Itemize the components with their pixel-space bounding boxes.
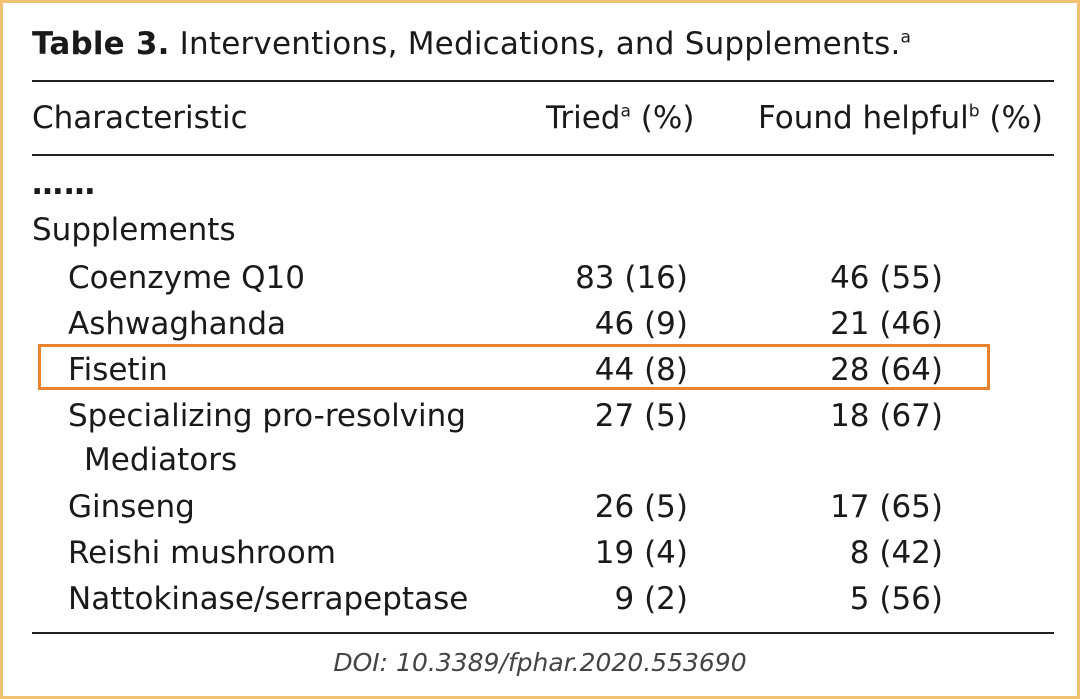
row-tried: 27 (5) [594, 398, 688, 434]
header-tried: Trieda (%) [546, 100, 695, 136]
row-tried: 26 (5) [594, 489, 688, 525]
row-tried: 19 (4) [594, 535, 688, 571]
row-helpful: 17 (65) [830, 489, 943, 525]
table-label: Table 3. [32, 26, 170, 62]
row-name: Nattokinase/serrapeptase [68, 581, 469, 617]
highlight-box-fisetin [38, 344, 990, 390]
doi-caption: DOI: 10.3389/fphar.2020.553690 [333, 648, 747, 677]
helpful-footnote-mark: b [968, 101, 980, 122]
header-characteristic: Characteristic [32, 100, 248, 136]
row-name-continuation: Mediators [84, 442, 238, 478]
row-name: Reishi mushroom [68, 535, 336, 571]
row-name: Ashwaghanda [68, 306, 286, 342]
table-title: Table 3. Interventions, Medications, and … [32, 26, 911, 62]
row-helpful: 46 (55) [830, 260, 943, 296]
row-tried: 83 (16) [575, 260, 688, 296]
title-footnote-mark: a [900, 27, 912, 48]
row-name: Coenzyme Q10 [68, 260, 305, 296]
row-helpful: 28 (64) [830, 352, 943, 388]
row-tried: 46 (9) [594, 306, 688, 342]
header-found-helpful: Found helpfulb (%) [758, 100, 1044, 136]
row-name: Ginseng [68, 489, 195, 525]
bottom-rule [32, 632, 1054, 634]
row-helpful: 8 (42) [849, 535, 943, 571]
header-rule [32, 154, 1054, 156]
tried-footnote-mark: a [620, 101, 631, 122]
table-caption: Interventions, Medications, and Suppleme… [179, 26, 912, 62]
row-name: Specializing pro-resolving [68, 398, 466, 434]
row-tried: 44 (8) [594, 352, 688, 388]
row-helpful: 18 (67) [830, 398, 943, 434]
omitted-rows-ellipsis: …… [32, 166, 96, 202]
row-helpful: 5 (56) [849, 581, 943, 617]
row-name: Fisetin [68, 352, 168, 388]
row-helpful: 21 (46) [830, 306, 943, 342]
top-rule [32, 80, 1054, 82]
row-tried: 9 (2) [614, 581, 689, 617]
section-heading-supplements: Supplements [32, 212, 236, 248]
